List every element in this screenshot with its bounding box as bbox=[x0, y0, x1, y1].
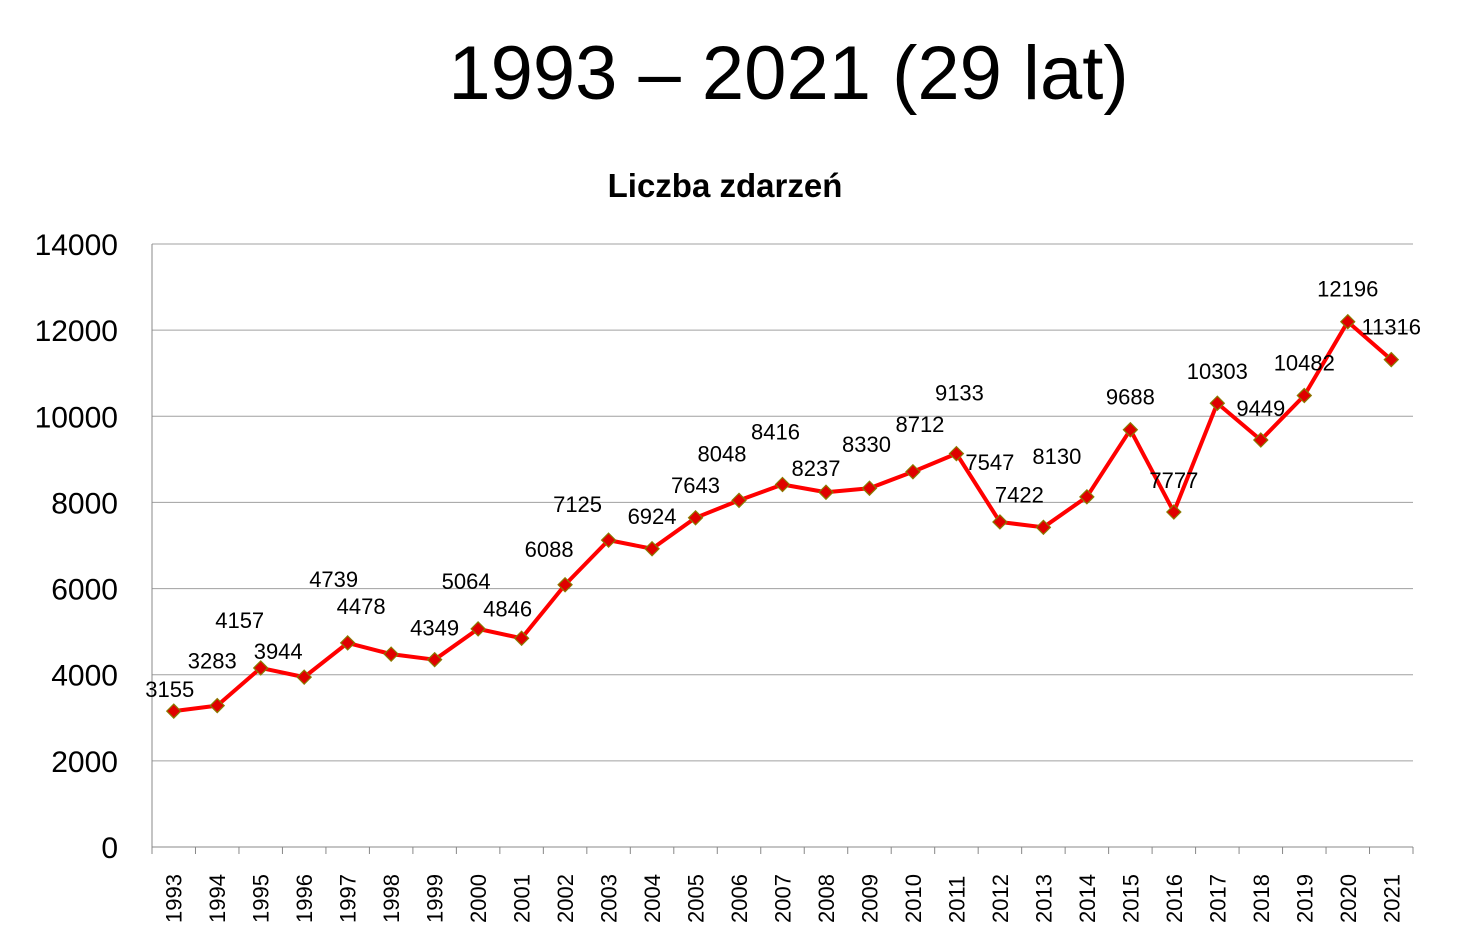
data-label: 7547 bbox=[965, 450, 1014, 475]
data-label: 7125 bbox=[553, 492, 602, 517]
data-point-marker bbox=[818, 484, 834, 501]
y-tick-label: 8000 bbox=[51, 487, 118, 520]
data-label: 10482 bbox=[1274, 351, 1335, 376]
data-label: 3944 bbox=[254, 639, 303, 664]
x-tick-label: 2013 bbox=[1031, 874, 1056, 923]
x-tick-label: 2012 bbox=[988, 874, 1013, 923]
data-point-marker bbox=[774, 476, 791, 493]
x-tick-label: 2005 bbox=[684, 874, 709, 923]
data-point-marker bbox=[252, 660, 269, 676]
x-tick-label: 2009 bbox=[857, 874, 882, 923]
data-point-marker bbox=[731, 492, 747, 509]
x-tick-label: 1999 bbox=[423, 874, 448, 923]
x-tick-label: 1993 bbox=[162, 874, 187, 923]
page-title: 1993 – 2021 (29 lat) bbox=[448, 31, 1129, 116]
data-point-marker bbox=[1252, 432, 1269, 448]
data-label: 7777 bbox=[1149, 468, 1198, 493]
y-tick-label: 2000 bbox=[51, 746, 118, 779]
y-tick-label: 12000 bbox=[35, 315, 118, 348]
x-tick-label: 2006 bbox=[727, 874, 752, 923]
y-tick-label: 4000 bbox=[51, 660, 118, 693]
x-tick-label: 2001 bbox=[510, 874, 535, 923]
data-label: 9133 bbox=[935, 381, 984, 406]
data-label: 7422 bbox=[995, 482, 1044, 507]
data-point-marker bbox=[1383, 351, 1400, 368]
data-label: 4846 bbox=[483, 596, 532, 621]
data-point-marker bbox=[1165, 504, 1182, 520]
data-point-marker bbox=[1122, 421, 1139, 438]
x-tick-label: 2021 bbox=[1379, 874, 1404, 923]
x-tick-label: 2008 bbox=[814, 874, 839, 923]
data-label: 8712 bbox=[895, 412, 944, 437]
x-tick-label: 2000 bbox=[466, 874, 491, 923]
data-label: 9688 bbox=[1106, 385, 1155, 410]
data-point-marker bbox=[470, 621, 486, 637]
data-point-marker bbox=[600, 532, 617, 548]
data-point-marker bbox=[339, 635, 356, 651]
data-label: 3283 bbox=[188, 649, 237, 674]
data-point-marker bbox=[948, 445, 965, 462]
x-tick-label: 2004 bbox=[640, 874, 665, 923]
data-label: 7643 bbox=[671, 473, 720, 498]
x-tick-label: 1994 bbox=[205, 874, 230, 923]
x-tick-label: 2017 bbox=[1205, 874, 1230, 923]
data-label: 4157 bbox=[215, 608, 264, 633]
data-point-marker bbox=[1296, 387, 1313, 404]
data-point-marker bbox=[644, 540, 660, 557]
data-point-marker bbox=[557, 576, 573, 593]
data-label: 4739 bbox=[309, 567, 358, 592]
chart-title: Liczba zdarzeń bbox=[608, 167, 843, 204]
x-tick-label: 2014 bbox=[1075, 874, 1100, 923]
data-label: 12196 bbox=[1317, 277, 1378, 302]
data-label: 4349 bbox=[410, 616, 459, 641]
data-label: 8330 bbox=[842, 432, 891, 457]
data-label: 8048 bbox=[698, 441, 747, 466]
data-point-marker bbox=[905, 463, 921, 480]
x-tick-label: 1995 bbox=[249, 874, 274, 923]
x-tick-label: 2003 bbox=[597, 874, 622, 923]
data-point-marker bbox=[687, 509, 704, 526]
data-point-marker bbox=[426, 651, 443, 668]
data-point-marker bbox=[165, 703, 182, 719]
data-point-marker bbox=[513, 630, 530, 647]
data-label: 8237 bbox=[792, 456, 841, 481]
y-tick-label: 14000 bbox=[35, 229, 118, 262]
x-tick-label: 2011 bbox=[944, 876, 969, 923]
data-point-marker bbox=[861, 480, 878, 497]
x-tick-label: 2002 bbox=[553, 874, 578, 923]
x-tick-label: 2016 bbox=[1162, 874, 1187, 923]
data-label: 9449 bbox=[1236, 396, 1285, 421]
x-tick-label: 1997 bbox=[336, 874, 361, 923]
data-label: 8130 bbox=[1032, 444, 1081, 469]
data-point-marker bbox=[1035, 519, 1052, 536]
data-point-marker bbox=[383, 646, 400, 662]
data-point-marker bbox=[1209, 395, 1226, 412]
data-point-marker bbox=[296, 669, 313, 685]
data-label: 6924 bbox=[628, 504, 677, 529]
data-label: 11316 bbox=[1361, 315, 1421, 340]
x-tick-label: 2007 bbox=[771, 874, 796, 923]
data-label: 6088 bbox=[525, 537, 574, 562]
data-label: 3155 bbox=[145, 677, 194, 702]
x-tick-label: 2019 bbox=[1292, 874, 1317, 923]
x-tick-label: 1998 bbox=[379, 874, 404, 923]
data-point-marker bbox=[1079, 488, 1095, 505]
data-point-marker bbox=[1339, 313, 1356, 330]
x-tick-label: 1996 bbox=[292, 874, 317, 923]
x-tick-label: 2015 bbox=[1118, 874, 1143, 923]
x-tick-label: 2020 bbox=[1336, 874, 1361, 923]
data-point-marker bbox=[209, 697, 226, 714]
data-label: 8416 bbox=[751, 420, 800, 445]
y-tick-label: 6000 bbox=[51, 574, 118, 607]
x-tick-label: 2010 bbox=[901, 874, 926, 923]
y-tick-label: 0 bbox=[101, 832, 118, 865]
y-tick-label: 10000 bbox=[35, 401, 118, 434]
data-point-marker bbox=[992, 514, 1008, 530]
data-label: 4478 bbox=[337, 594, 386, 619]
data-label: 10303 bbox=[1187, 359, 1248, 384]
data-label: 5064 bbox=[442, 569, 491, 594]
x-tick-label: 2018 bbox=[1249, 874, 1274, 923]
